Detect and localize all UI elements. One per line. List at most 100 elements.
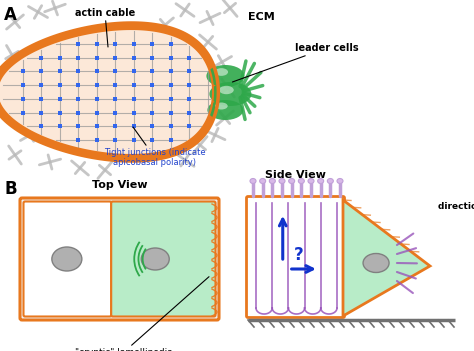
FancyBboxPatch shape bbox=[24, 201, 111, 317]
Bar bbox=[95, 111, 99, 114]
Bar bbox=[95, 97, 99, 101]
Ellipse shape bbox=[141, 248, 169, 270]
Bar bbox=[169, 56, 173, 60]
Bar bbox=[39, 124, 44, 128]
Bar bbox=[58, 124, 62, 128]
FancyBboxPatch shape bbox=[20, 198, 219, 320]
Bar bbox=[21, 69, 25, 73]
Bar bbox=[95, 83, 99, 87]
Bar bbox=[188, 56, 191, 60]
Text: leader cells: leader cells bbox=[232, 43, 359, 82]
Bar bbox=[76, 138, 81, 142]
Bar bbox=[39, 111, 44, 114]
Bar bbox=[113, 124, 118, 128]
Bar bbox=[132, 56, 136, 60]
Bar bbox=[169, 124, 173, 128]
Bar bbox=[132, 97, 136, 101]
Bar bbox=[95, 56, 99, 60]
Bar bbox=[76, 56, 81, 60]
Bar bbox=[95, 69, 99, 73]
Bar bbox=[113, 42, 118, 46]
Bar bbox=[39, 56, 44, 60]
Bar bbox=[39, 83, 44, 87]
Bar bbox=[188, 124, 191, 128]
Ellipse shape bbox=[52, 247, 82, 271]
Polygon shape bbox=[0, 29, 213, 155]
Ellipse shape bbox=[269, 179, 275, 184]
Bar bbox=[169, 42, 173, 46]
Bar bbox=[113, 138, 118, 142]
Ellipse shape bbox=[215, 102, 228, 110]
Bar bbox=[132, 42, 136, 46]
Bar bbox=[169, 83, 173, 87]
Text: Tight junctions (indicate
apicobasal polarity): Tight junctions (indicate apicobasal pol… bbox=[104, 127, 206, 167]
Bar bbox=[132, 111, 136, 114]
Polygon shape bbox=[0, 23, 219, 161]
Text: direction of migration: direction of migration bbox=[438, 202, 474, 211]
FancyBboxPatch shape bbox=[111, 201, 216, 317]
Ellipse shape bbox=[219, 86, 234, 94]
Text: A: A bbox=[4, 6, 17, 24]
FancyBboxPatch shape bbox=[246, 197, 345, 318]
Bar bbox=[76, 97, 81, 101]
Bar bbox=[188, 83, 191, 87]
Bar bbox=[151, 56, 155, 60]
Bar bbox=[39, 97, 44, 101]
Bar bbox=[151, 124, 155, 128]
Text: Side View: Side View bbox=[265, 170, 326, 180]
Ellipse shape bbox=[363, 253, 389, 272]
Text: ECM: ECM bbox=[248, 12, 275, 22]
Bar bbox=[188, 69, 191, 73]
Ellipse shape bbox=[279, 179, 285, 184]
Text: actin cable: actin cable bbox=[75, 8, 135, 47]
Text: Top View: Top View bbox=[92, 180, 147, 190]
Ellipse shape bbox=[208, 100, 244, 120]
Bar bbox=[58, 97, 62, 101]
Bar bbox=[151, 69, 155, 73]
Bar bbox=[132, 69, 136, 73]
Bar bbox=[95, 124, 99, 128]
Bar bbox=[169, 97, 173, 101]
Ellipse shape bbox=[206, 65, 245, 87]
Ellipse shape bbox=[328, 179, 333, 184]
Bar bbox=[76, 83, 81, 87]
Ellipse shape bbox=[318, 179, 324, 184]
Bar bbox=[151, 111, 155, 114]
Bar bbox=[188, 97, 191, 101]
Bar bbox=[151, 83, 155, 87]
Ellipse shape bbox=[308, 179, 314, 184]
Bar bbox=[169, 138, 173, 142]
Bar bbox=[132, 83, 136, 87]
Bar bbox=[39, 69, 44, 73]
Bar bbox=[95, 138, 99, 142]
Bar bbox=[113, 97, 118, 101]
Bar bbox=[113, 56, 118, 60]
Bar bbox=[151, 42, 155, 46]
Bar bbox=[132, 138, 136, 142]
Ellipse shape bbox=[250, 179, 256, 184]
Bar bbox=[113, 83, 118, 87]
Bar bbox=[151, 138, 155, 142]
Bar bbox=[188, 111, 191, 114]
Bar bbox=[58, 111, 62, 114]
Bar bbox=[21, 111, 25, 114]
Ellipse shape bbox=[210, 82, 251, 106]
Ellipse shape bbox=[298, 179, 304, 184]
Polygon shape bbox=[343, 200, 430, 316]
Bar bbox=[132, 124, 136, 128]
Bar bbox=[169, 69, 173, 73]
Text: B: B bbox=[4, 180, 17, 198]
Bar bbox=[113, 69, 118, 73]
Bar bbox=[76, 42, 81, 46]
Ellipse shape bbox=[215, 68, 228, 76]
Bar bbox=[21, 97, 25, 101]
Ellipse shape bbox=[260, 179, 265, 184]
Bar bbox=[151, 97, 155, 101]
Bar bbox=[95, 42, 99, 46]
Bar bbox=[58, 83, 62, 87]
Ellipse shape bbox=[289, 179, 295, 184]
Bar bbox=[58, 56, 62, 60]
Bar bbox=[58, 69, 62, 73]
Bar bbox=[76, 111, 81, 114]
Text: "cryptic" lamellipodia: "cryptic" lamellipodia bbox=[74, 277, 209, 351]
